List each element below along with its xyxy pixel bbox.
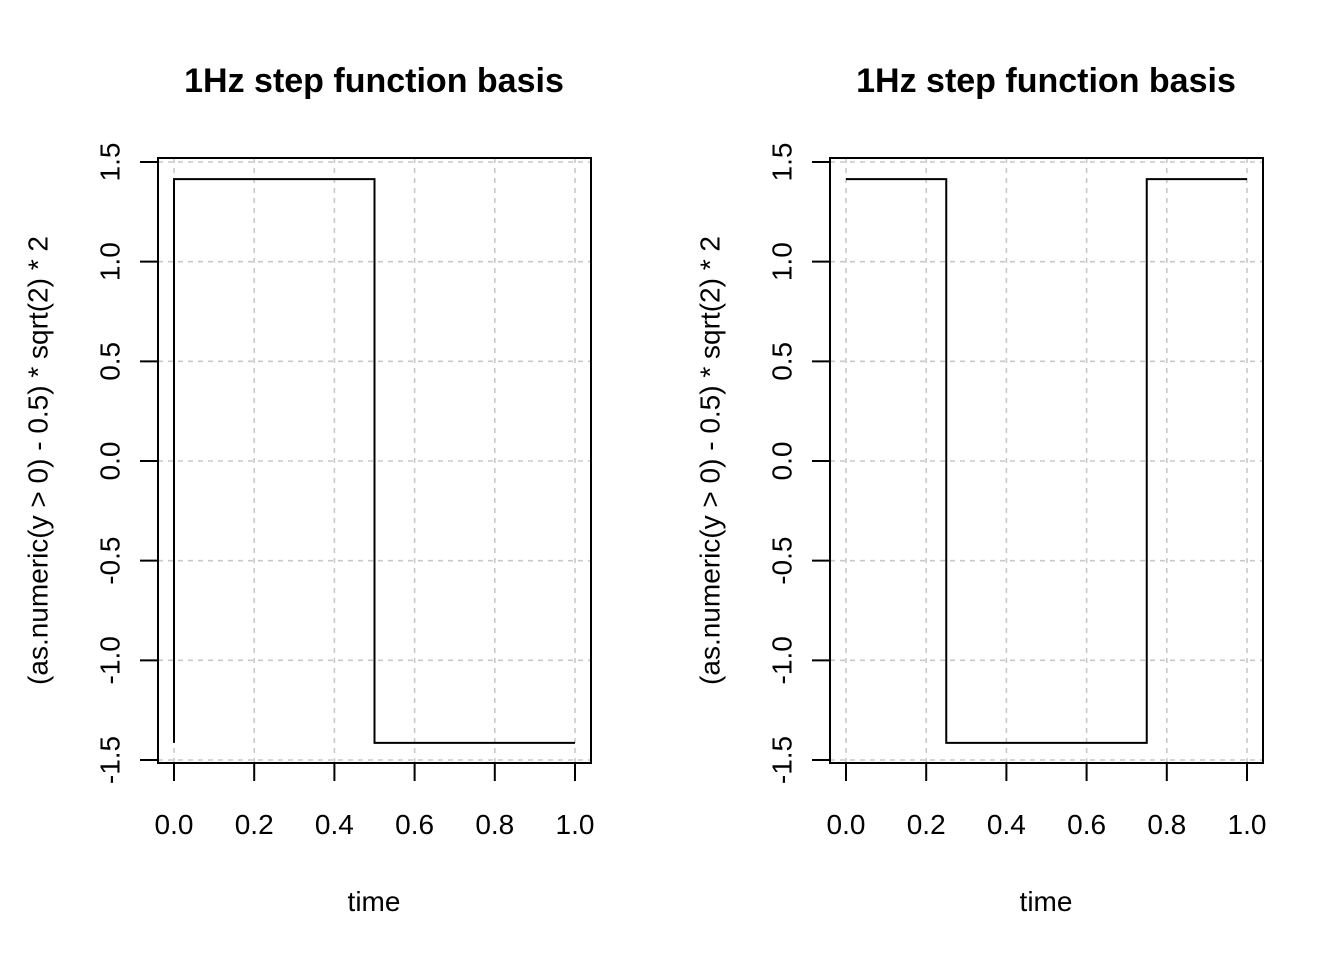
y-tick-label: 0.5 (95, 342, 126, 381)
x-tick-label: 1.0 (1228, 809, 1267, 840)
series-line-0 (846, 178, 1247, 744)
x-tick-label: 0.0 (827, 809, 866, 840)
y-tick-label: 0.0 (767, 442, 798, 481)
y-tick-label: 0.0 (95, 442, 126, 481)
y-tick-label: 1.0 (95, 242, 126, 281)
x-tick-label: 0.2 (235, 809, 274, 840)
y-tick-label: 1.5 (767, 143, 798, 182)
chart-panel-right: 0.0 0.2 0.4 0.6 0.8 1.0 -1.5 -1.0 -0.5 0.0 0.5 1.0 1… (695, 62, 1267, 917)
x-axis-label: time (348, 886, 401, 917)
y-tick-label: 1.5 (95, 143, 126, 182)
y-axis-label: (as.numeric(y > 0) - 0.5) * sqrt(2) * 2 (695, 236, 726, 685)
x-tick-label: 0.8 (475, 809, 514, 840)
x-tick-label: 0.6 (1067, 809, 1106, 840)
y-tick-label: -0.5 (767, 537, 798, 585)
y-tick-label: -1.0 (95, 636, 126, 684)
y-tick-label: -0.5 (95, 537, 126, 585)
x-tick-label: 0.4 (315, 809, 354, 840)
x-tick-label: 0.4 (987, 809, 1026, 840)
y-tick-label: -1.5 (95, 736, 126, 784)
x-tick-label: 0.6 (395, 809, 434, 840)
y-axis-label: (as.numeric(y > 0) - 0.5) * sqrt(2) * 2 (23, 236, 54, 685)
x-tick-label: 0.2 (907, 809, 946, 840)
y-tick-label: 1.0 (767, 242, 798, 281)
y-tick-label: 0.5 (767, 342, 798, 381)
x-axis-label: time (1020, 886, 1073, 917)
y-tick-label: -1.5 (767, 736, 798, 784)
series-line-0 (173, 178, 575, 744)
chart-title: 1Hz step function basis (184, 62, 564, 100)
chart-panel-left: 0.0 0.2 0.4 0.6 0.8 1.0 -1.5 -1.0 -0.5 0.0 0.5 1.0 1… (23, 62, 595, 917)
x-tick-label: 0.0 (155, 809, 194, 840)
x-tick-label: 0.8 (1147, 809, 1186, 840)
chart-title: 1Hz step function basis (856, 62, 1236, 100)
y-tick-label: -1.0 (767, 636, 798, 684)
x-tick-label: 1.0 (556, 809, 595, 840)
